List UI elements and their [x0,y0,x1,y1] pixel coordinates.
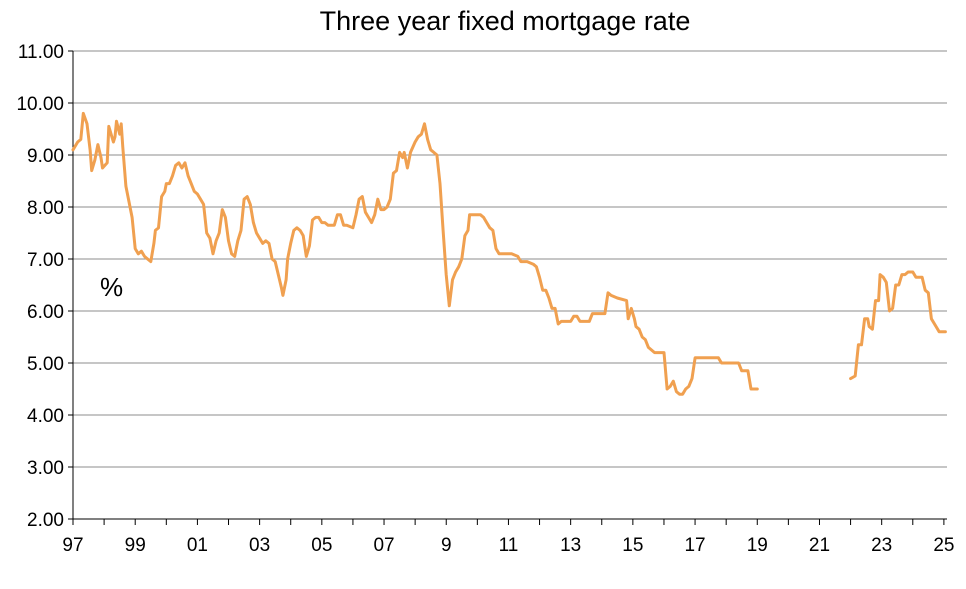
x-tick-label: 03 [249,535,270,556]
x-tick-label: 05 [311,535,332,556]
x-tick-label: 01 [187,535,208,556]
x-tick-label: 11 [499,535,519,556]
y-tick-label: 4.00 [27,406,64,427]
x-tick-label: 9 [441,535,452,556]
y-tick-label: 10.00 [16,94,64,115]
x-tick-label: 15 [622,535,643,556]
y-tick-label: 6.00 [27,302,64,323]
y-tick-label: 3.00 [27,458,64,479]
y-tick-label: 5.00 [27,354,64,375]
x-tick-label: 97 [62,535,83,556]
series-line [71,111,759,396]
x-tick-label: 21 [809,535,830,556]
axes: 2.00 3.00 4.00 5.00 6.00 7.00 8.00 9.00 10.00 11.… [16,42,954,556]
x-tick-label: 17 [684,535,705,556]
x-tick-label: 23 [871,535,892,556]
x-tick-label: 19 [747,535,768,556]
y-tick-label: 2.00 [27,510,64,531]
series-line-group [71,111,947,396]
x-tick-label: 07 [373,535,394,556]
x-tick-label: 99 [125,535,146,556]
y-tick-label: 9.00 [27,146,64,167]
series-line [849,270,947,381]
y-tick-label: 8.00 [27,198,64,219]
unit-label: % [100,272,124,302]
x-tick-label: 13 [560,535,581,556]
gridlines [73,50,947,468]
y-tick-label: 11.00 [18,42,64,63]
chart-title: Three year fixed mortgage rate [319,6,691,36]
x-tick-label: 25 [933,535,954,556]
y-tick-label: 7.00 [27,250,64,271]
